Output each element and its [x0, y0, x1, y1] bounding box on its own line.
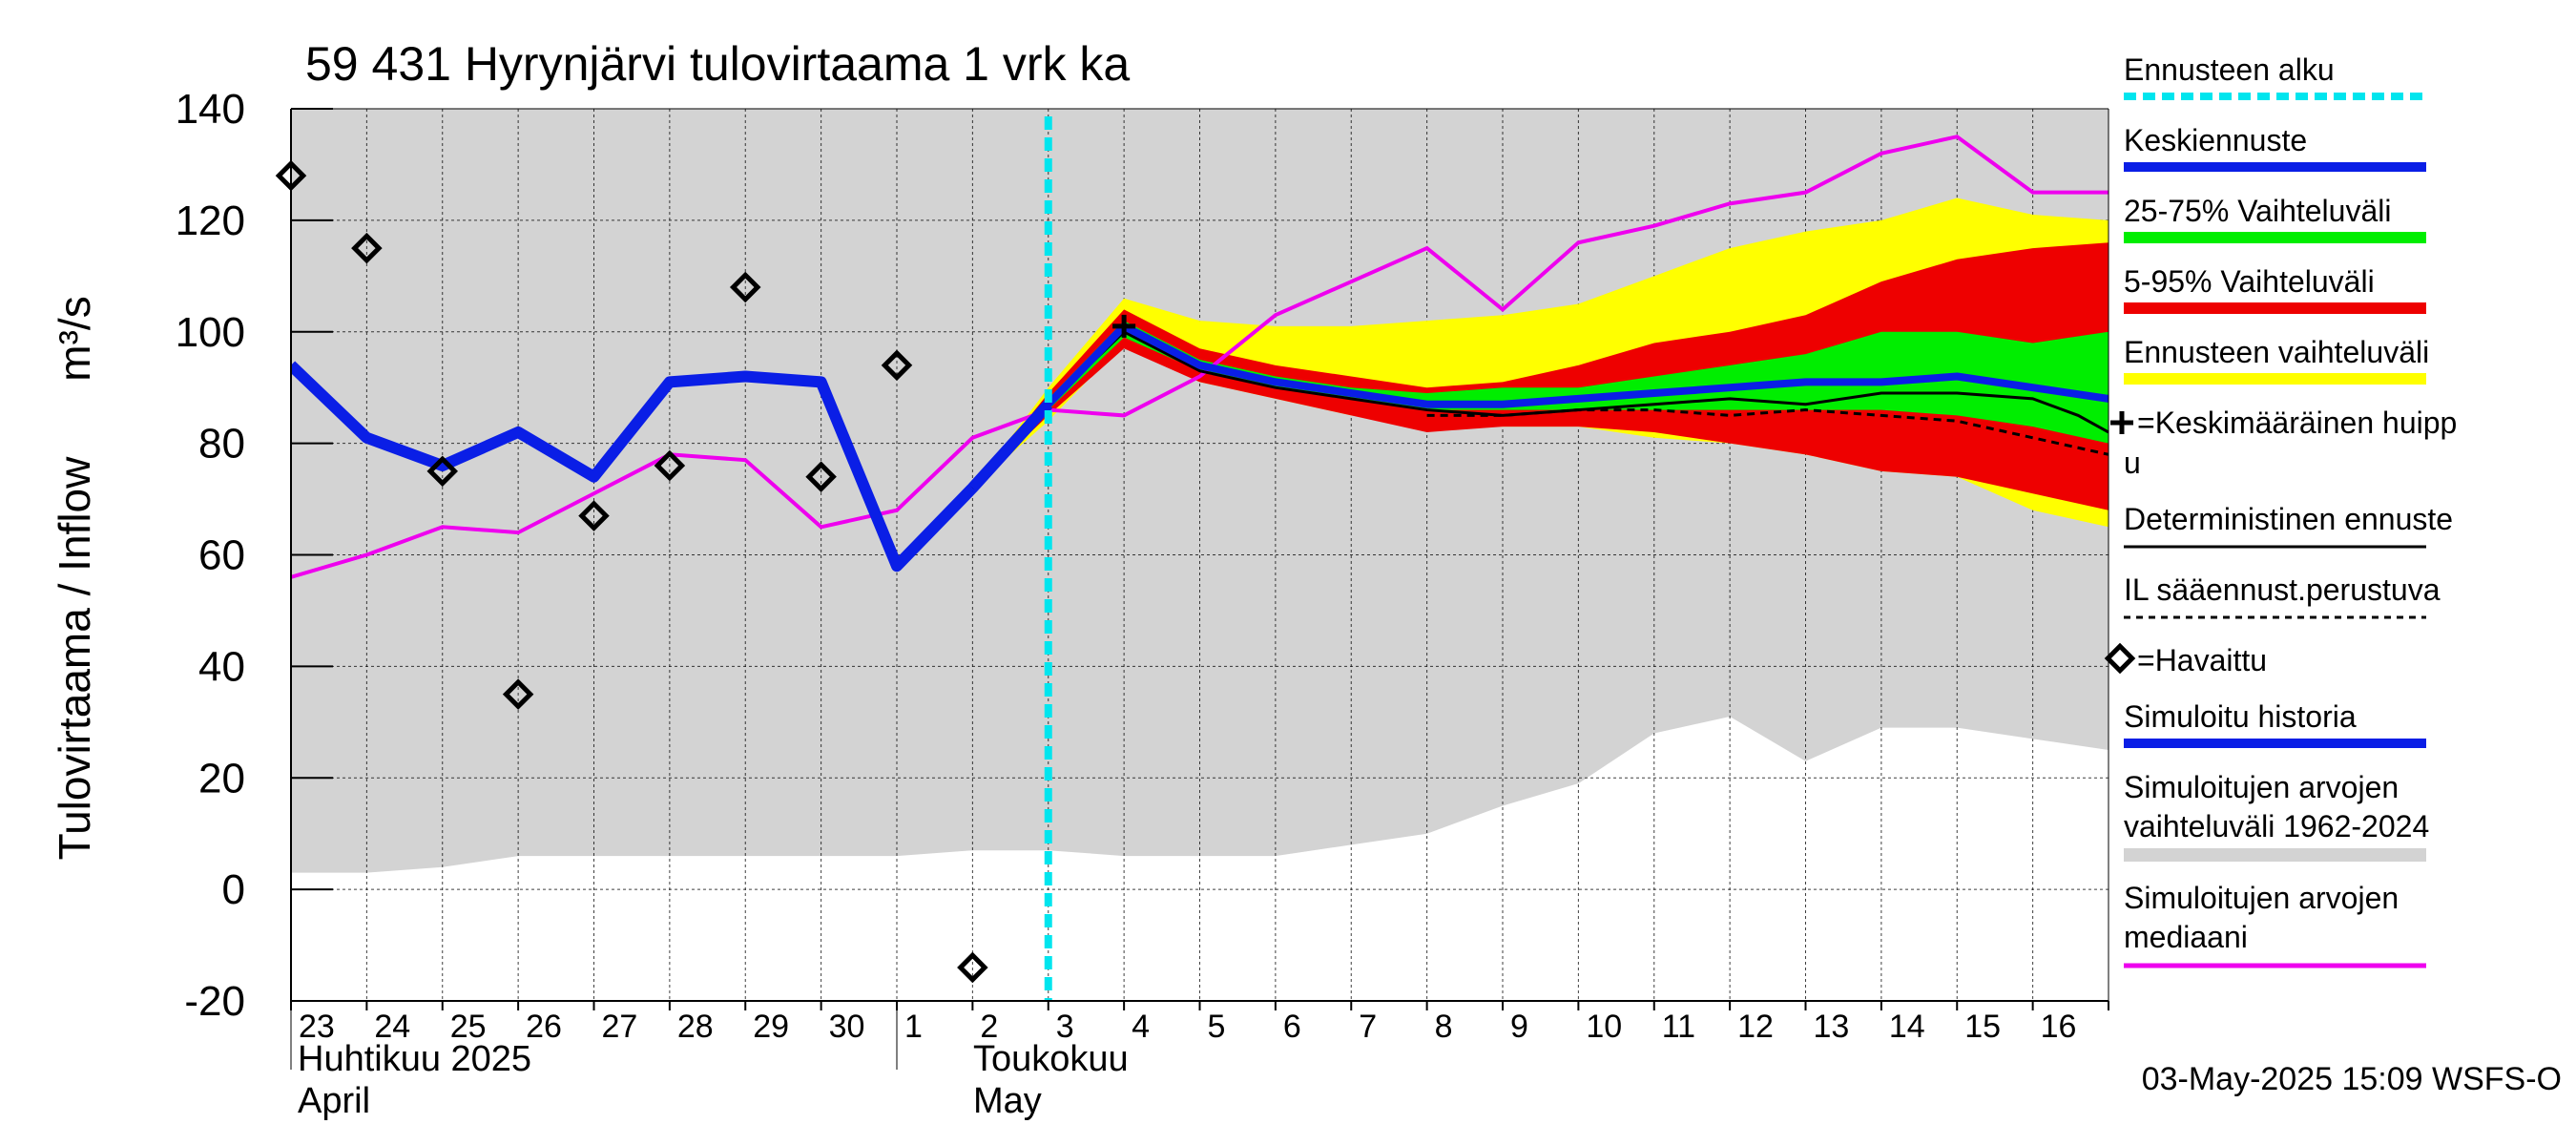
- legend-swatch-mean-peak: [2110, 411, 2133, 434]
- y-tick-label: 100: [176, 309, 245, 356]
- observed-point: [578, 500, 610, 531]
- legend-label-sim-range-1: Simuloitujen arvojen: [2124, 770, 2399, 804]
- x-tick-label: 6: [1283, 1009, 1301, 1045]
- x-tick-label: 3: [1056, 1009, 1074, 1045]
- x-tick-label: 9: [1510, 1009, 1528, 1045]
- month-label-april-fi: Huhtikuu 2025: [298, 1039, 531, 1079]
- legend-label-range-5-95: 5-95% Vaihteluväli: [2124, 264, 2375, 299]
- legend-label-forecast-start: Ennusteen alku: [2124, 52, 2335, 87]
- legend-label-mean-forecast: Keskiennuste: [2124, 123, 2307, 157]
- x-tick-label: 1: [904, 1009, 923, 1045]
- x-tick-label: 30: [829, 1009, 865, 1045]
- x-tick-label: 23: [299, 1009, 335, 1045]
- month-label-april-en: April: [298, 1081, 370, 1121]
- x-tick-label: 28: [677, 1009, 714, 1045]
- observed-point: [426, 455, 459, 488]
- legend-label-forecast-range: Ennusteen vaihteluväli: [2124, 335, 2429, 369]
- y-tick-label: 40: [198, 643, 245, 690]
- plot-area: [291, 109, 2109, 1001]
- il-forecast-line: [1426, 408, 2109, 456]
- timestamp: 03-May-2025 15:09 WSFS-O: [2142, 1061, 2562, 1097]
- sim-median-line: [291, 135, 2109, 579]
- x-tick-label: 14: [1889, 1009, 1925, 1045]
- legend-label-mean-peak-2: u: [2124, 446, 2141, 480]
- observed-point: [805, 461, 837, 492]
- y-tick-label: -20: [184, 978, 245, 1025]
- legend-label-sim-history: Simuloitu historia: [2124, 699, 2357, 734]
- observed-point: [881, 349, 913, 382]
- y-tick-label: 60: [198, 532, 245, 579]
- observed-point: [957, 951, 988, 984]
- x-tick-label: 27: [602, 1009, 638, 1045]
- x-tick-label: 10: [1586, 1009, 1622, 1045]
- y-tick-label: 140: [176, 86, 245, 133]
- y-tick-label: 20: [198, 755, 245, 802]
- month-label-may-en: May: [973, 1081, 1042, 1121]
- sim-history-line: [291, 361, 1053, 572]
- x-tick-label: 4: [1132, 1009, 1150, 1045]
- x-tick-label: 12: [1737, 1009, 1774, 1045]
- legend-label-sim-range-2: vaihteluväli 1962-2024: [2124, 809, 2429, 843]
- x-tick-label: 15: [1964, 1009, 2001, 1045]
- x-tick-label: 2: [980, 1009, 998, 1045]
- x-tick-label: 8: [1435, 1009, 1453, 1045]
- legend: Ennusteen alku Keskiennuste 25-75% Vaiht…: [2104, 52, 2457, 968]
- observed-point: [275, 159, 307, 192]
- observed-point: [729, 271, 761, 303]
- y-axis-label: Tulovirtaama / Inflow: [50, 456, 99, 860]
- x-tick-label: 5: [1208, 1009, 1226, 1045]
- legend-label-sim-median-2: mediaani: [2124, 920, 2248, 954]
- x-tick-label: 24: [374, 1009, 410, 1045]
- y-axis-unit: m³/s: [50, 296, 99, 381]
- observed-point: [351, 232, 383, 264]
- x-tick-label: 11: [1662, 1009, 1695, 1045]
- y-tick-label: 120: [176, 198, 245, 244]
- x-tick-label: 16: [2041, 1009, 2077, 1045]
- month-label-may-fi: Toukokuu: [973, 1039, 1129, 1079]
- legend-swatch-observed: [2104, 642, 2136, 675]
- mean-forecast-line: [969, 322, 2109, 491]
- x-tick-label: 7: [1359, 1009, 1377, 1045]
- x-tick-label: 25: [450, 1009, 487, 1045]
- x-tick-label: 13: [1814, 1009, 1850, 1045]
- x-tick-label: 29: [753, 1009, 789, 1045]
- range-5-95-band: [972, 242, 2109, 510]
- legend-label-mean-peak-1: =Keskimääräinen huipp: [2137, 406, 2457, 440]
- chart-title: 59 431 Hyrynjärvi tulovirtaama 1 vrk ka: [305, 37, 1130, 91]
- legend-label-deterministic: Deterministinen ennuste: [2124, 502, 2453, 536]
- observed-point: [654, 449, 686, 482]
- y-tick-label: 0: [222, 866, 245, 913]
- x-tick-label: 26: [526, 1009, 562, 1045]
- legend-label-range-25-75: 25-75% Vaihteluväli: [2124, 194, 2391, 228]
- legend-label-observed: =Havaittu: [2137, 643, 2267, 677]
- y-tick-label: 80: [198, 421, 245, 468]
- legend-label-sim-median-1: Simuloitujen arvojen: [2124, 881, 2399, 915]
- legend-label-il-forecast: IL sääennust.perustuva: [2124, 572, 2441, 607]
- observed-point: [502, 678, 534, 710]
